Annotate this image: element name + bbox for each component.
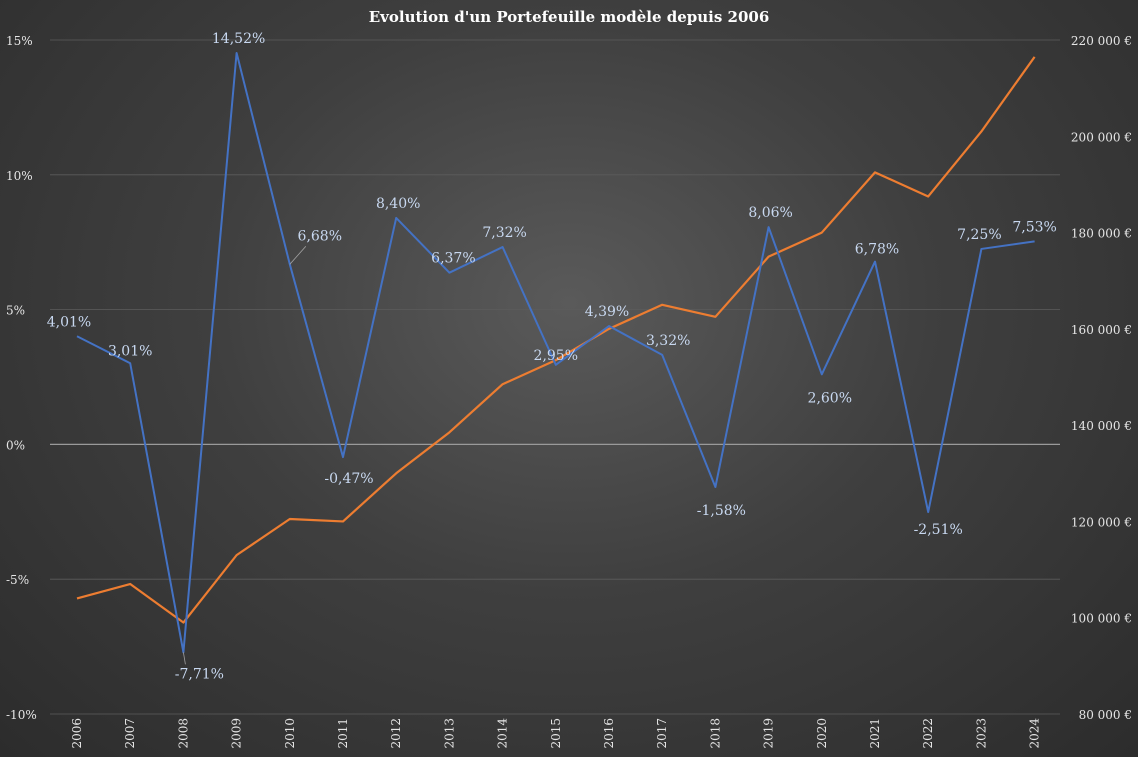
data-label: -1,58% — [697, 503, 746, 519]
x-axis-ticks: 2006 2007 2008 2009 2010 2011 2012 2013 2014 2015… — [70, 718, 1042, 749]
data-label: 3,01% — [108, 343, 152, 359]
right-tick-label: 160 000 € — [1071, 323, 1132, 337]
data-label: 6,78% — [855, 242, 899, 258]
series-line-portfolio-value — [76, 56, 1036, 624]
left-tick-label: 0% — [6, 438, 25, 452]
data-labels: 4,01% 3,01% -7,71% 14,52% 6,68% -0,47% 8,40% 6,… — [47, 31, 1057, 682]
left-tick-label: 15% — [6, 34, 33, 48]
left-tick-label: 5% — [6, 304, 25, 318]
data-label: 2,60% — [808, 390, 852, 406]
series-lines — [76, 51, 1036, 654]
left-tick-label: -10% — [6, 708, 37, 722]
x-tick-label: 2008 — [176, 718, 190, 749]
chart-title: Evolution d'un Portefeuille modèle depui… — [369, 8, 770, 26]
x-tick-label: 2013 — [442, 718, 456, 749]
left-tick-label: -5% — [6, 573, 29, 587]
right-tick-label: 200 000 € — [1071, 130, 1132, 144]
data-label: 4,39% — [585, 304, 629, 320]
data-label: -0,47% — [324, 471, 373, 487]
x-tick-label: 2012 — [389, 718, 403, 749]
gridlines — [50, 39, 1060, 715]
x-tick-label: 2009 — [230, 718, 244, 749]
data-label: 4,01% — [47, 314, 91, 330]
data-label: 6,37% — [431, 251, 475, 267]
x-tick-label: 2019 — [762, 718, 776, 749]
right-tick-label: 220 000 € — [1071, 34, 1132, 48]
x-tick-label: 2006 — [70, 718, 84, 749]
x-tick-label: 2007 — [123, 718, 137, 749]
x-tick-label: 2024 — [1028, 718, 1042, 749]
right-tick-label: 100 000 € — [1071, 612, 1132, 626]
data-label: 3,32% — [646, 333, 690, 349]
label-leader-line — [183, 652, 186, 665]
data-label: 7,25% — [957, 227, 1001, 243]
right-tick-label: 120 000 € — [1071, 515, 1132, 529]
data-label: 7,53% — [1012, 219, 1056, 235]
left-tick-label: 10% — [6, 169, 33, 183]
x-tick-label: 2010 — [283, 718, 297, 749]
label-leader-line — [289, 246, 307, 265]
x-tick-label: 2015 — [549, 718, 563, 749]
x-tick-label: 2023 — [974, 718, 988, 749]
data-label: -7,71% — [175, 666, 224, 682]
data-label: 14,52% — [212, 31, 265, 47]
right-axis-ticks: 220 000 € 200 000 € 180 000 € 160 000 € 140 … — [1071, 34, 1132, 722]
x-tick-label: 2021 — [868, 718, 882, 749]
data-label: 8,40% — [376, 196, 420, 212]
data-label: 6,68% — [298, 228, 342, 244]
data-label: -2,51% — [914, 522, 963, 538]
x-tick-label: 2017 — [655, 718, 669, 749]
series-line-annual-return — [76, 51, 1035, 654]
x-tick-label: 2014 — [496, 718, 510, 749]
left-axis-ticks: 15% 10% 5% 0% -5% -10% — [6, 34, 37, 722]
x-tick-label: 2018 — [708, 718, 722, 749]
data-label: 8,06% — [748, 205, 792, 221]
x-tick-label: 2016 — [602, 718, 616, 749]
x-tick-label: 2011 — [336, 718, 350, 749]
right-tick-label: 180 000 € — [1071, 227, 1132, 241]
data-label: 7,32% — [482, 225, 526, 241]
right-tick-label: 140 000 € — [1071, 419, 1132, 433]
data-label: 2,95% — [534, 348, 578, 364]
x-tick-label: 2020 — [815, 718, 829, 749]
right-tick-label: 80 000 € — [1079, 708, 1132, 722]
x-tick-label: 2022 — [921, 718, 935, 749]
